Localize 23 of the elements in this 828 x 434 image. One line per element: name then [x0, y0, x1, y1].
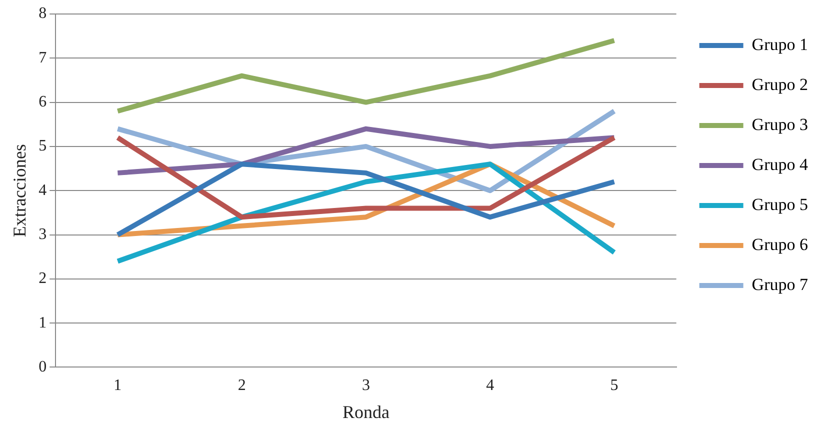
y-tick-label: 5	[38, 138, 47, 155]
x-tick-label: 4	[486, 377, 494, 394]
x-axis-title: Ronda	[342, 402, 390, 422]
legend-label: Grupo 2	[752, 74, 808, 94]
legend-label: Grupo 6	[752, 234, 808, 254]
legend-label: Grupo 1	[752, 34, 808, 54]
x-tick-label: 2	[238, 377, 246, 394]
x-tick-label: 1	[114, 377, 122, 394]
y-tick-label: 1	[38, 314, 47, 332]
legend-label: Grupo 5	[752, 194, 808, 214]
legend-label: Grupo 3	[752, 114, 808, 134]
y-tick-label: 6	[38, 94, 47, 111]
y-tick-label: 3	[38, 226, 47, 243]
x-tick-label: 5	[610, 377, 618, 394]
y-tick-label: 0	[38, 358, 47, 376]
x-tick-label: 3	[362, 377, 370, 394]
y-tick-label: 4	[38, 182, 47, 199]
y-axis-title: Extracciones	[10, 144, 30, 238]
legend-label: Grupo 4	[752, 154, 808, 174]
y-tick-label: 2	[38, 270, 47, 288]
legend-label: Grupo 7	[752, 274, 808, 294]
y-tick-label: 7	[38, 49, 47, 66]
y-tick-label: 8	[38, 5, 47, 22]
